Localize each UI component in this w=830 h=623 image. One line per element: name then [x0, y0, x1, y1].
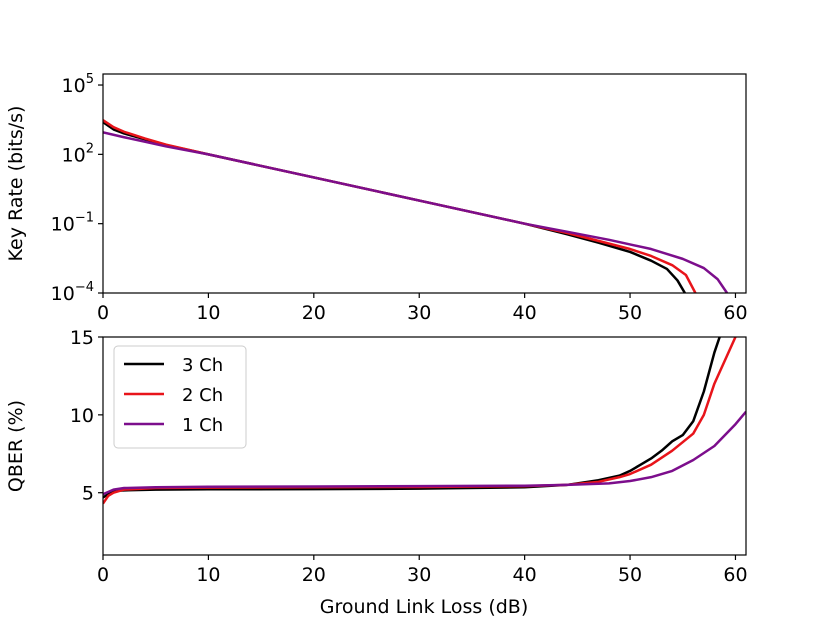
- keyrate-xtick-label: 30: [407, 302, 431, 324]
- keyrate-ytick-label: 10−4: [51, 280, 94, 305]
- qber-xtick-label: 50: [618, 564, 642, 586]
- qber-axes-frame: [102, 336, 747, 556]
- qber-ytick-label: 15: [70, 327, 94, 349]
- figure-xlabel: Ground Link Loss (dB): [320, 596, 529, 618]
- legend-box: [113, 345, 247, 449]
- keyrate-ytick-label: 102: [62, 141, 94, 166]
- keyrate-xtick-label: 0: [97, 302, 109, 324]
- keyrate-ytick-label: 10−1: [51, 211, 94, 236]
- keyrate-xtick-label: 20: [302, 302, 326, 324]
- legend-label-3ch: 3 Ch: [182, 355, 223, 376]
- key-rate-panel: 0 10 20 30 40 50 60 10−4 10−1 102 105 Key Rate (bit…: [5, 72, 748, 324]
- keyrate-ylabel: Key Rate (bits/s): [5, 106, 27, 262]
- keyrate-series-2ch: [103, 119, 697, 293]
- qber-ytick-label: 10: [70, 405, 94, 427]
- qber-xtick-label: 40: [513, 564, 537, 586]
- qber-panel: 0 10 20 30 40 50 60 5 10 15 QBER (%): [5, 327, 748, 586]
- keyrate-xtick-label: 40: [513, 302, 537, 324]
- qber-series-3ch: [103, 337, 721, 499]
- keyrate-xtick-label: 50: [618, 302, 642, 324]
- qber-xtick-label: 30: [407, 564, 431, 586]
- legend-label-1ch: 1 Ch: [182, 415, 223, 436]
- qber-ytick-label: 5: [82, 483, 94, 505]
- qber-xtick-label: 20: [302, 564, 326, 586]
- keyrate-series-1ch: [103, 131, 729, 293]
- keyrate-xtick-label: 10: [196, 302, 220, 324]
- keyrate-series-3ch: [103, 121, 686, 293]
- keyrate-ytick-label: 105: [62, 72, 94, 97]
- qber-ylabel: QBER (%): [5, 400, 27, 492]
- keyrate-xtick-label: 60: [723, 302, 747, 324]
- keyrate-axes-frame: [102, 73, 747, 294]
- qber-xtick-label: 0: [97, 564, 109, 586]
- qber-series-1ch: [103, 410, 746, 496]
- legend: 3 Ch 2 Ch 1 Ch: [113, 345, 247, 449]
- legend-label-2ch: 2 Ch: [182, 385, 223, 406]
- qber-xtick-label: 60: [723, 564, 747, 586]
- qber-xtick-label: 10: [196, 564, 220, 586]
